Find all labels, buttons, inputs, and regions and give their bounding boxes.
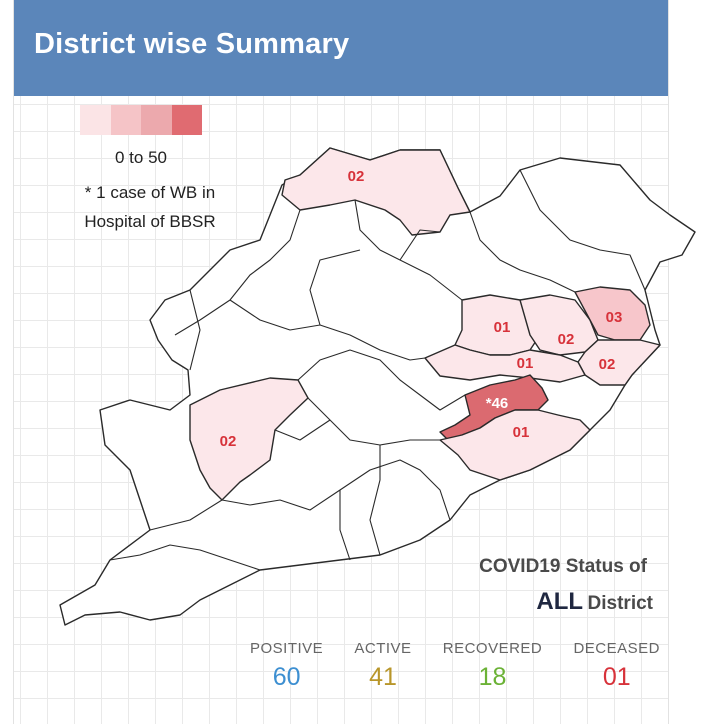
border-line-6: [297, 349, 466, 411]
district-puri: [439, 409, 591, 481]
stat-positive-value: 60: [272, 663, 301, 691]
color-legend: [80, 105, 202, 135]
legend-swatch-4: [171, 105, 202, 135]
status-subtitle: ALL District: [536, 588, 653, 616]
stat-deceased-label: DECEASED: [573, 640, 660, 657]
border-line-12: [309, 249, 361, 326]
state-outline: [59, 147, 696, 626]
district-label-jajpur: 02: [558, 331, 575, 348]
stats-row: POSITIVE 60 ACTIVE 41 RECOVERED 18 DECEA…: [250, 640, 660, 700]
district-label-centre: 01: [494, 319, 511, 336]
status-title: COVID19 Status of: [479, 556, 647, 577]
stat-active-label: ACTIVE: [354, 640, 412, 657]
stat-deceased: DECEASED 01: [573, 640, 660, 700]
border-line-10: [339, 490, 351, 561]
header-bar: District wise Summary: [14, 0, 668, 96]
district-cuttack: [424, 344, 586, 383]
border-line-5: [229, 299, 426, 361]
stat-recovered: RECOVERED 18: [443, 640, 543, 700]
district-label-bhadrak: 03: [606, 309, 623, 326]
status-district-label: District: [587, 593, 653, 614]
stat-positive-label: POSITIVE: [250, 640, 324, 657]
border-line-8: [149, 459, 451, 531]
legend-note-line-2: Hospital of BBSR: [84, 212, 216, 231]
district-label-puri: 01: [513, 424, 530, 441]
border-line-2: [354, 199, 463, 301]
legend-swatch-2: [110, 105, 141, 135]
border-line-7: [307, 397, 440, 446]
district-label-north: 02: [348, 168, 365, 185]
status-all-label: ALL: [536, 588, 584, 615]
stat-deceased-value: 01: [602, 663, 631, 691]
border-line-1: [174, 209, 301, 336]
stat-positive: POSITIVE 60: [250, 640, 323, 700]
frame-left-border: [13, 0, 14, 724]
legend-range-label: 0 to 50: [115, 148, 167, 167]
border-line-14: [369, 445, 381, 556]
border-line-4: [519, 169, 646, 291]
district-bhadrak: [574, 286, 651, 341]
border-line-3: [469, 211, 576, 293]
page-title: District wise Summary: [34, 28, 350, 60]
stat-active-value: 41: [369, 663, 397, 691]
stat-active: ACTIVE 41: [354, 640, 411, 700]
district-label-khurda: *46: [486, 395, 509, 412]
stat-recovered-value: 18: [478, 663, 507, 691]
border-line-15: [274, 419, 331, 441]
legend-note: * 1 case of WB in Hospital of BBSR: [40, 178, 260, 236]
district-north: [281, 147, 471, 236]
legend-swatch-1: [80, 105, 111, 135]
border-line-11: [189, 289, 201, 371]
district-label-kendrapara: 02: [599, 356, 616, 373]
stat-recovered-label: RECOVERED: [442, 640, 543, 657]
border-line-13: [399, 229, 441, 261]
legend-swatch-3: [141, 105, 172, 135]
district-label-cuttack: 01: [517, 355, 534, 372]
frame-right-border: [668, 0, 669, 724]
district-kendrapara: [577, 339, 661, 386]
district-west: [189, 377, 309, 501]
district-label-west: 02: [220, 433, 237, 450]
border-line-9: [109, 544, 261, 571]
legend-note-line-1: * 1 case of WB in: [84, 183, 216, 202]
